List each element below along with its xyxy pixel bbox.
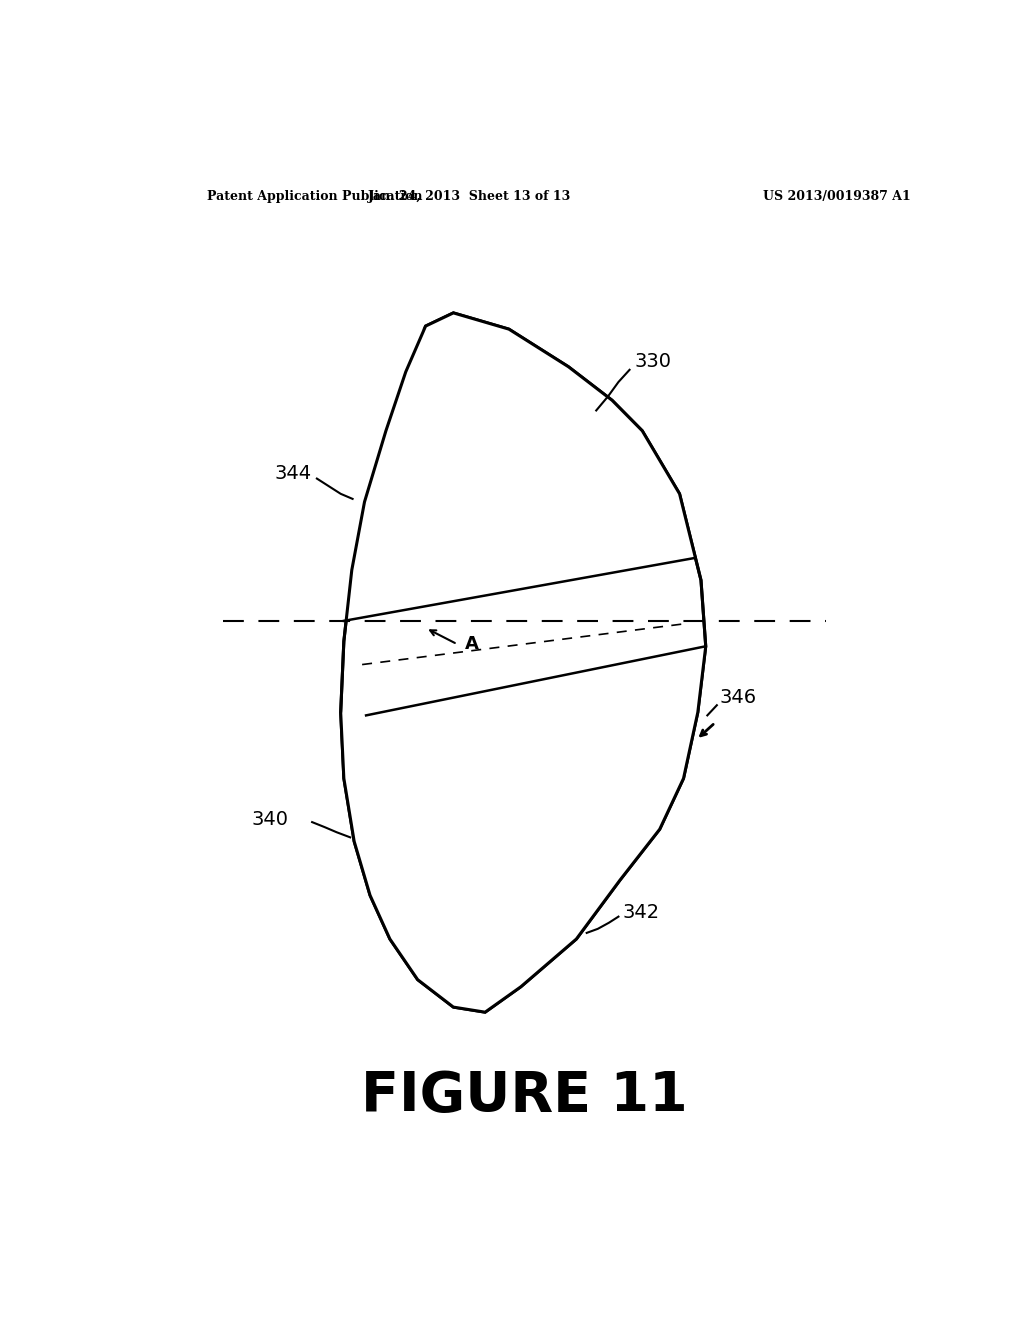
- Text: Jan. 24, 2013  Sheet 13 of 13: Jan. 24, 2013 Sheet 13 of 13: [368, 190, 570, 202]
- Text: 344: 344: [274, 465, 312, 483]
- Text: 342: 342: [623, 903, 659, 923]
- Text: A: A: [465, 635, 479, 653]
- Text: FIGURE 11: FIGURE 11: [361, 1068, 688, 1122]
- Polygon shape: [341, 313, 706, 1012]
- Text: 340: 340: [251, 809, 288, 829]
- Text: 330: 330: [634, 352, 672, 371]
- Polygon shape: [344, 313, 695, 620]
- Text: US 2013/0019387 A1: US 2013/0019387 A1: [763, 190, 910, 202]
- Text: 346: 346: [719, 688, 757, 706]
- Text: Patent Application Publication: Patent Application Publication: [207, 190, 423, 202]
- Polygon shape: [341, 647, 706, 1012]
